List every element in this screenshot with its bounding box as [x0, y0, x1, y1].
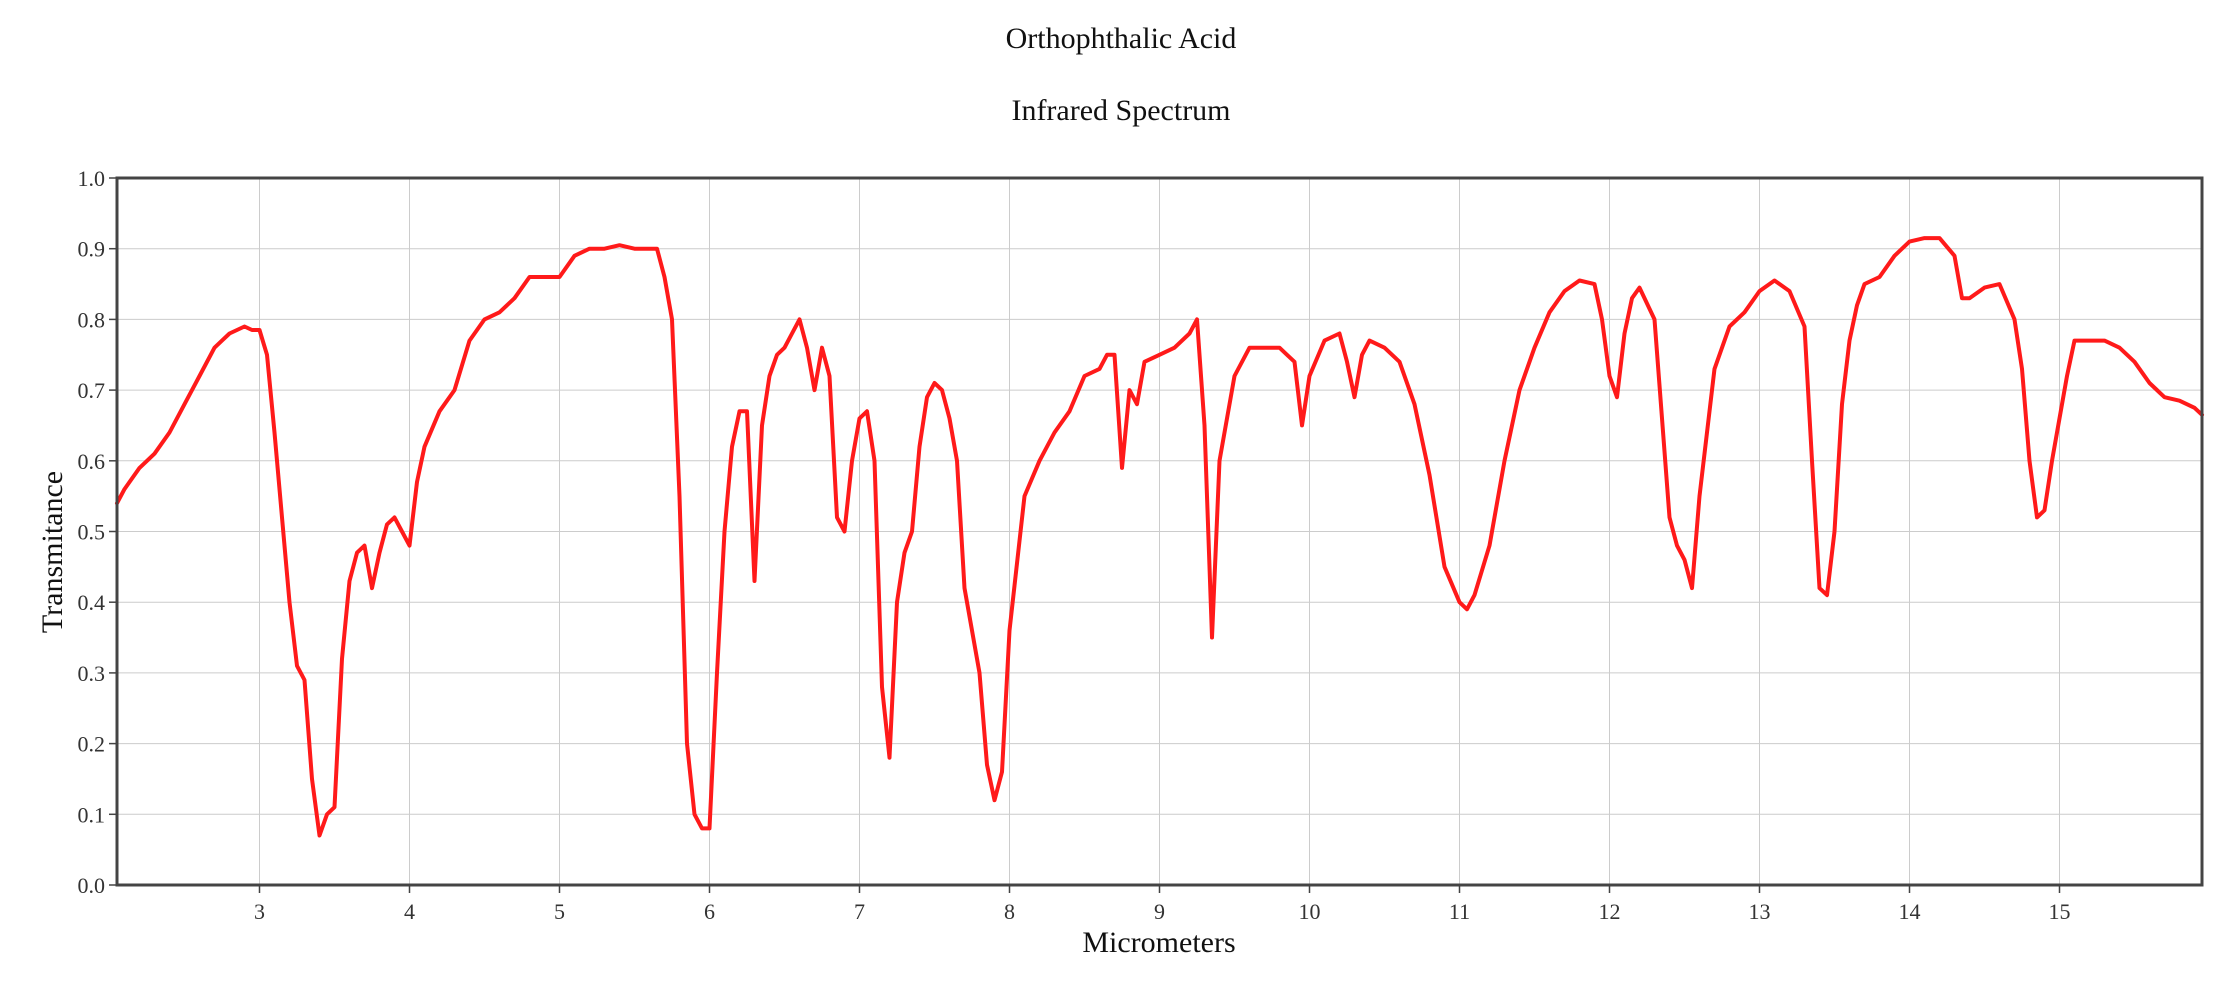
transmittance-series-line [115, 236, 2204, 838]
x-tick-label: 12 [1599, 899, 1621, 924]
x-tick-label: 4 [404, 899, 415, 924]
y-tick-label: 0.4 [78, 590, 106, 615]
y-tick-label: 1.0 [78, 166, 106, 191]
x-tick-label: 15 [2049, 899, 2071, 924]
x-tick-label: 6 [704, 899, 715, 924]
series-layer [115, 236, 2204, 838]
x-tick-label: 5 [554, 899, 565, 924]
x-tick-label: 13 [1749, 899, 1771, 924]
x-tick-label: 10 [1299, 899, 1321, 924]
x-tick-label: 14 [1899, 899, 1921, 924]
axis-ticks: 3 4 5 6 7 8 9 10 11 12 13 14 15 0.0 0.1 0.2 0.3 0.4 0.5 0.6… [78, 166, 2071, 924]
y-tick-label: 0.3 [78, 661, 106, 686]
y-tick-label: 0.7 [78, 378, 106, 403]
y-axis-label: Transmitance [36, 471, 69, 633]
x-tick-label: 11 [1449, 899, 1470, 924]
chart-title: Orthophthalic Acid [1006, 22, 1237, 55]
y-tick-label: 0.9 [78, 237, 106, 262]
y-tick-label: 0.1 [78, 802, 106, 827]
x-tick-label: 9 [1154, 899, 1165, 924]
x-axis-label: Micrometers [1082, 926, 1235, 959]
y-tick-label: 0.0 [78, 873, 106, 898]
y-tick-label: 0.6 [78, 449, 106, 474]
chart-subtitle: Infrared Spectrum [1011, 94, 1230, 127]
y-tick-label: 0.2 [78, 732, 106, 757]
y-tick-label: 0.8 [78, 307, 106, 332]
x-tick-label: 8 [1004, 899, 1015, 924]
y-tick-label: 0.5 [78, 520, 106, 545]
x-tick-label: 3 [254, 899, 265, 924]
grid-lines [117, 177, 2202, 886]
x-tick-label: 7 [854, 899, 865, 924]
